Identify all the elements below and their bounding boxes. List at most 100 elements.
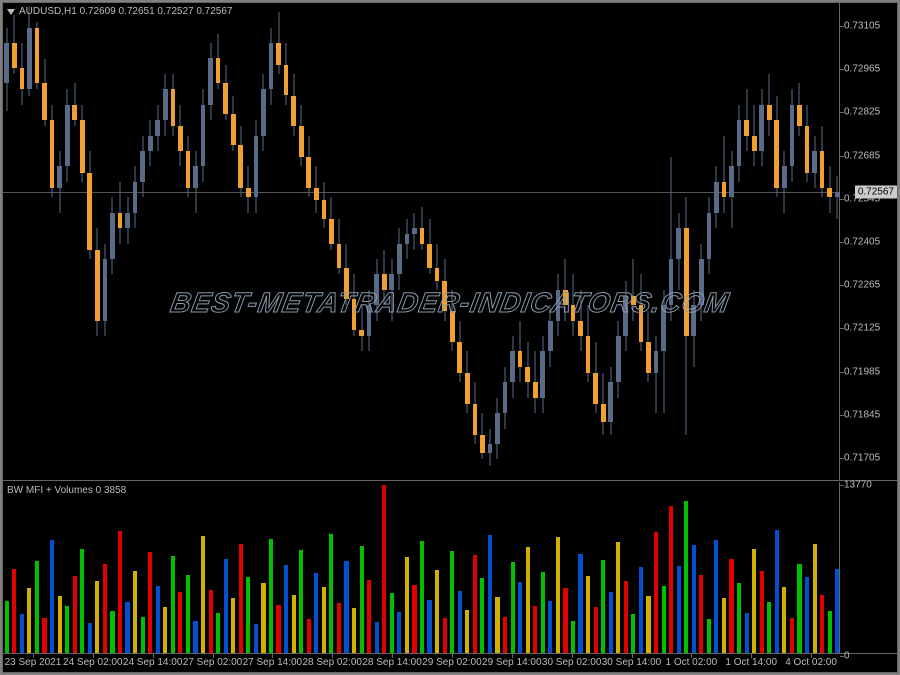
volume-bar <box>412 585 416 653</box>
candle <box>80 105 85 182</box>
candle <box>344 244 349 306</box>
volume-bar <box>224 559 228 653</box>
candle <box>223 65 228 121</box>
volume-bar <box>58 596 62 653</box>
volume-bar <box>390 593 394 653</box>
candle <box>87 151 92 259</box>
volume-bar <box>684 501 688 653</box>
candle <box>654 336 659 413</box>
indicator-plot-area[interactable] <box>3 482 839 653</box>
candle <box>548 305 553 367</box>
candle <box>450 290 455 352</box>
main-price-chart[interactable]: AUDUSD,H1 0.72609 0.72651 0.72527 0.7256… <box>3 3 897 481</box>
yaxis-label: 0.72265 <box>844 280 880 291</box>
volume-bar <box>193 621 197 653</box>
xaxis-label: 1 Oct 02:00 <box>665 657 717 668</box>
volume-bar <box>699 575 703 653</box>
candle <box>676 213 681 290</box>
volume-bar <box>820 595 824 653</box>
volume-bar <box>458 591 462 653</box>
candle <box>125 197 130 243</box>
volume-bar <box>594 607 598 653</box>
candle <box>405 219 410 259</box>
candle <box>631 259 636 321</box>
candle <box>827 166 832 212</box>
candle <box>201 89 206 182</box>
candle <box>774 96 779 198</box>
volume-bar <box>511 562 515 653</box>
volume-bar <box>450 551 454 653</box>
volume-bar <box>495 597 499 653</box>
main-plot-area[interactable] <box>3 3 839 480</box>
indicator-header: BW MFI + Volumes 0 3858 <box>7 485 126 496</box>
candle <box>707 197 712 274</box>
candle <box>797 83 802 135</box>
indicator-chart[interactable]: BW MFI + Volumes 0 3858 137700 <box>3 482 897 654</box>
candle <box>661 290 666 413</box>
volume-bar <box>42 618 46 653</box>
candle <box>42 59 47 127</box>
candle <box>593 342 598 413</box>
candle <box>420 207 425 250</box>
volume-bar <box>488 535 492 653</box>
candle <box>457 321 462 383</box>
volume-bar <box>541 572 545 653</box>
yaxis-label: 0.72405 <box>844 237 880 248</box>
candle <box>435 244 440 290</box>
volume-bar <box>141 617 145 653</box>
candle <box>359 305 364 351</box>
candle <box>306 136 311 198</box>
yaxis-label: 0.72965 <box>844 64 880 75</box>
volume-bar <box>722 598 726 653</box>
volume-bar <box>578 554 582 653</box>
volume-bar <box>813 544 817 653</box>
volume-bar <box>503 617 507 653</box>
candle <box>639 274 644 351</box>
dropdown-icon[interactable] <box>7 9 15 15</box>
yaxis-label: 0.73105 <box>844 21 880 32</box>
xaxis-label: 29 Sep 02:00 <box>422 657 482 668</box>
volume-bar <box>669 506 673 653</box>
candle <box>699 244 704 321</box>
volume-bar <box>27 588 31 653</box>
candle <box>608 367 613 435</box>
symbol-header: AUDUSD,H1 0.72609 0.72651 0.72527 0.7256… <box>7 6 233 17</box>
volume-bar <box>767 602 771 653</box>
candle <box>503 367 508 429</box>
xaxis-label: 28 Sep 14:00 <box>362 657 422 668</box>
volume-bar <box>782 587 786 653</box>
candle <box>714 166 719 228</box>
candle <box>835 176 840 219</box>
volume-bar <box>631 614 635 653</box>
candle <box>35 22 40 90</box>
candle <box>216 34 221 90</box>
candle <box>510 336 515 398</box>
candle <box>352 274 357 336</box>
volume-bar <box>95 581 99 653</box>
volume-bar <box>752 549 756 653</box>
volume-bar <box>473 555 477 653</box>
candle <box>276 12 281 74</box>
candle <box>103 244 108 337</box>
indicator-yaxis-label: 13770 <box>844 479 872 490</box>
candle <box>155 105 160 151</box>
volume-bar <box>110 611 114 653</box>
indicator-yaxis: 137700 <box>839 482 897 653</box>
candle <box>186 136 191 198</box>
candle <box>337 219 342 275</box>
volume-bar <box>571 621 575 653</box>
candle <box>744 89 749 151</box>
volume-bar <box>261 583 265 653</box>
volume-bar <box>352 608 356 653</box>
volume-bar <box>745 613 749 653</box>
volume-bar <box>337 603 341 653</box>
candle <box>518 321 523 383</box>
yaxis-label: 0.72685 <box>844 150 880 161</box>
candle <box>427 219 432 275</box>
volume-bar <box>526 547 530 653</box>
volume-bar <box>12 569 16 654</box>
volume-bar <box>533 606 537 653</box>
candle <box>812 136 817 188</box>
volume-bar <box>307 619 311 653</box>
volume-bar <box>344 561 348 653</box>
